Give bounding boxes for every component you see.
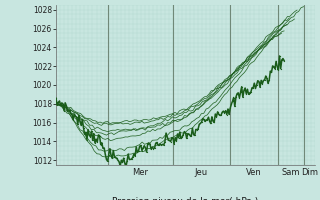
Text: Mer: Mer — [132, 168, 148, 177]
Text: Ven: Ven — [246, 168, 261, 177]
Text: Sam: Sam — [281, 168, 300, 177]
Text: Jeu: Jeu — [195, 168, 208, 177]
Text: Pression niveau de la mer( hPa ): Pression niveau de la mer( hPa ) — [112, 197, 259, 200]
Text: Dim: Dim — [301, 168, 318, 177]
